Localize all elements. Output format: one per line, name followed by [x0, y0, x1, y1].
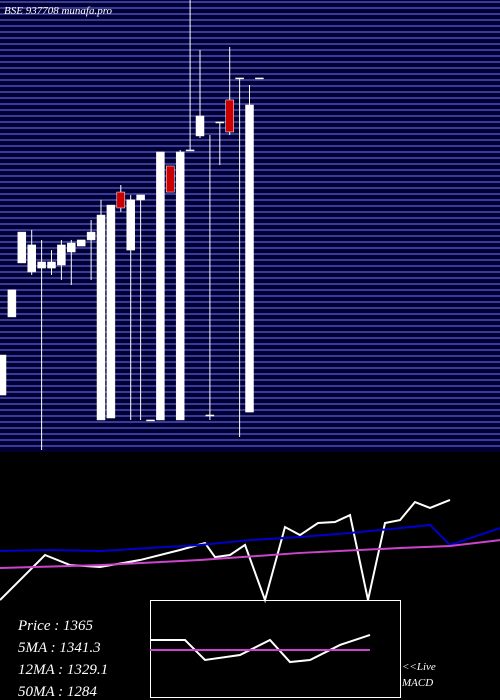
- indicator-label: Price : 1365: [17, 618, 93, 634]
- candle-body: [0, 354, 7, 396]
- candle-body: [235, 77, 244, 80]
- candle-body: [215, 121, 225, 124]
- candle-body: [17, 231, 27, 264]
- candle-body: [205, 414, 215, 417]
- candle-body: [136, 194, 145, 201]
- indicator-line: [0, 523, 500, 553]
- candle-body: [37, 261, 46, 269]
- candle-body: [67, 242, 76, 253]
- candle-body: [96, 214, 106, 421]
- candle-body: [57, 244, 66, 266]
- live-label: <<Live: [402, 661, 436, 673]
- candle-body: [116, 191, 126, 209]
- macd-label: MACD: [401, 677, 433, 689]
- indicator-line: [0, 539, 500, 570]
- candle-body: [185, 149, 195, 152]
- candle-body: [255, 77, 264, 80]
- candle-body: [175, 151, 185, 421]
- indicator-label: 50MA : 1284: [18, 684, 97, 700]
- candle-body: [195, 115, 205, 137]
- candle-body: [156, 151, 165, 421]
- candle-body: [76, 239, 86, 247]
- candle-body: [27, 244, 36, 273]
- candle-body: [47, 261, 56, 269]
- candle-body: [86, 231, 96, 241]
- candle-body: [245, 104, 254, 413]
- candle-body: [106, 204, 116, 419]
- candle-body: [126, 199, 135, 251]
- candle-body: [7, 289, 17, 318]
- candle-body: [225, 99, 234, 133]
- indicator-label: 12MA : 1329.1: [18, 662, 108, 678]
- chart-title: BSE 937708 munafa.pro: [4, 5, 113, 17]
- candle-body: [166, 165, 175, 193]
- indicator-line: [150, 634, 371, 664]
- indicator-label: 5MA : 1341.3: [18, 640, 101, 656]
- candle-body: [146, 419, 155, 422]
